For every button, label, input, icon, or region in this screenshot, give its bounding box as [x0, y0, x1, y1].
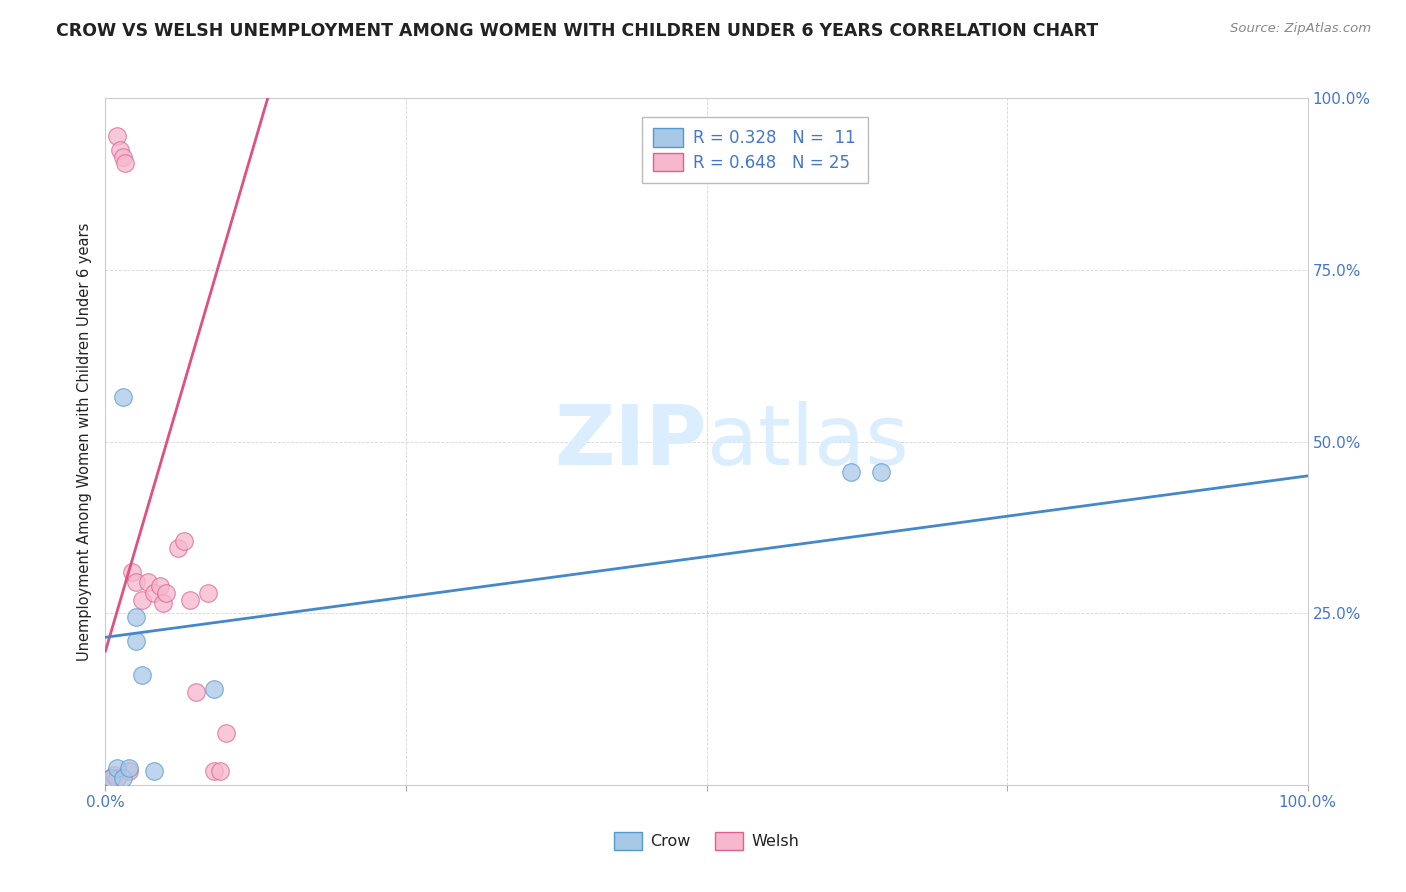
Point — [148, 579, 170, 593]
Point — [142, 585, 165, 599]
Point — [118, 761, 141, 775]
Point — [131, 592, 153, 607]
Point — [869, 466, 891, 480]
Point — [173, 534, 195, 549]
Point — [108, 143, 131, 157]
Point — [107, 128, 129, 143]
Point — [107, 771, 129, 785]
Text: CROW VS WELSH UNEMPLOYMENT AMONG WOMEN WITH CHILDREN UNDER 6 YEARS CORRELATION C: CROW VS WELSH UNEMPLOYMENT AMONG WOMEN W… — [56, 22, 1098, 40]
Point — [114, 156, 136, 170]
Point — [103, 767, 125, 781]
Point — [107, 761, 129, 775]
Point — [100, 771, 122, 785]
Point — [208, 764, 231, 779]
Text: atlas: atlas — [707, 401, 908, 482]
Point — [131, 668, 153, 682]
Y-axis label: Unemployment Among Women with Children Under 6 years: Unemployment Among Women with Children U… — [77, 222, 93, 661]
Point — [152, 596, 174, 610]
Point — [166, 541, 188, 555]
Point — [839, 466, 862, 480]
Point — [214, 726, 236, 740]
Point — [136, 575, 159, 590]
Point — [197, 585, 219, 599]
Point — [155, 585, 177, 599]
Point — [179, 592, 201, 607]
Point — [112, 390, 135, 404]
Point — [202, 764, 225, 779]
Point — [112, 771, 135, 785]
Text: ZIP: ZIP — [554, 401, 707, 482]
Point — [100, 771, 122, 785]
Point — [118, 764, 141, 779]
Text: Source: ZipAtlas.com: Source: ZipAtlas.com — [1230, 22, 1371, 36]
Point — [142, 764, 165, 779]
Point — [100, 771, 122, 785]
Point — [121, 565, 143, 579]
Legend: Crow, Welsh: Crow, Welsh — [607, 826, 806, 856]
Point — [184, 685, 207, 699]
Point — [112, 149, 135, 163]
Point — [202, 681, 225, 696]
Point — [124, 633, 146, 648]
Point — [124, 609, 146, 624]
Point — [124, 575, 146, 590]
